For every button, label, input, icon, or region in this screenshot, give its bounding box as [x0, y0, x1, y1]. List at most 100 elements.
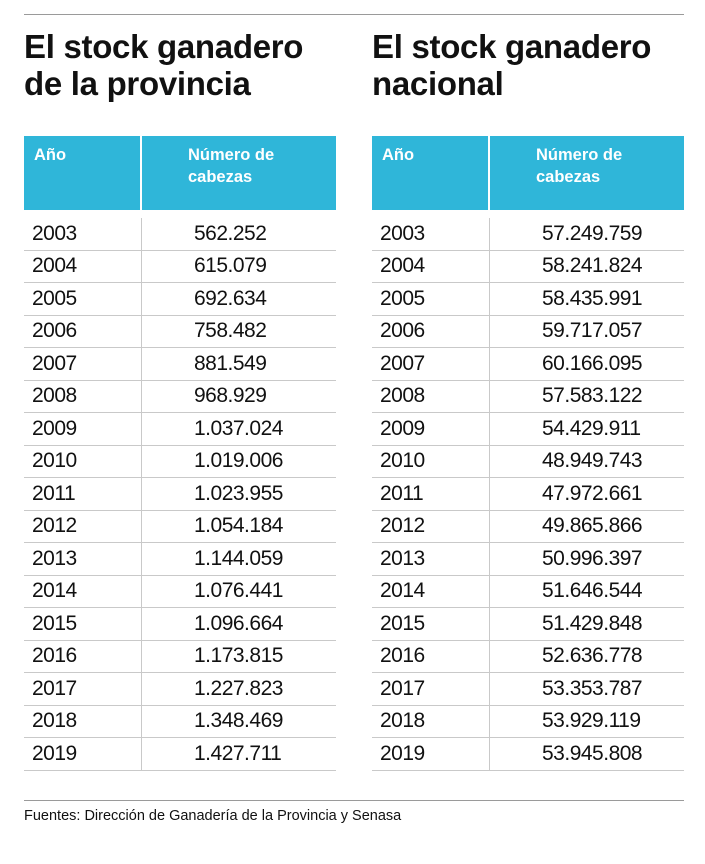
- province-year-cell: 2014: [24, 575, 142, 607]
- province-year-cell: 2005: [24, 283, 142, 315]
- province-count-cell: 1.348.469: [194, 709, 283, 733]
- national-year-cell: 2004: [372, 250, 490, 282]
- national-count-cell: 52.636.778: [542, 644, 643, 668]
- national-table-row: 2003 57.249.759: [372, 218, 684, 251]
- province-count-cell: 1.427.711: [194, 741, 282, 765]
- province-table-row: 2015 1.096.664: [24, 608, 336, 641]
- source-note: Fuentes: Dirección de Ganadería de la Pr…: [24, 808, 402, 824]
- province-year-cell: 2006: [24, 315, 142, 347]
- national-table-row: 2007 60.166.095: [372, 348, 684, 381]
- national-table-row: 2017 53.353.787: [372, 673, 684, 706]
- national-year-cell: 2010: [372, 445, 490, 477]
- province-count-cell: 1.144.059: [194, 546, 283, 570]
- national-title: El stock ganadero nacional: [372, 28, 652, 102]
- province-count-cell: 1.227.823: [194, 676, 283, 700]
- province-year-cell: 2009: [24, 413, 142, 445]
- national-table-row: 2013 50.996.397: [372, 543, 684, 576]
- province-year-cell: 2010: [24, 445, 142, 477]
- national-table-row: 2019 53.945.808: [372, 738, 684, 771]
- national-year-cell: 2012: [372, 510, 490, 542]
- bottom-divider: [24, 800, 684, 801]
- national-table-row: 2009 54.429.911: [372, 413, 684, 446]
- national-table-row: 2008 57.583.122: [372, 380, 684, 413]
- national-count-cell: 53.353.787: [542, 676, 643, 700]
- top-divider: [24, 14, 684, 15]
- national-table-row: 2005 58.435.991: [372, 283, 684, 316]
- province-count-cell: 1.096.664: [194, 611, 283, 635]
- national-year-cell: 2014: [372, 575, 490, 607]
- province-count-cell: 968.929: [194, 384, 267, 408]
- national-table-row: 2018 53.929.119: [372, 705, 684, 738]
- national-year-cell: 2003: [372, 218, 490, 250]
- province-count-cell: 1.076.441: [194, 579, 283, 603]
- national-count-cell: 58.241.824: [542, 254, 643, 278]
- national-year-cell: 2006: [372, 315, 490, 347]
- national-year-cell: 2008: [372, 380, 490, 412]
- province-table-row: 2003 562.252: [24, 218, 336, 251]
- province-title: El stock ganadero de la provincia: [24, 28, 304, 102]
- national-count-cell: 57.249.759: [542, 221, 643, 245]
- national-count-cell: 54.429.911: [542, 416, 641, 440]
- national-count-cell: 48.949.743: [542, 449, 643, 473]
- province-year-header: Año: [24, 136, 142, 210]
- province-table-row: 2017 1.227.823: [24, 673, 336, 706]
- province-year-cell: 2008: [24, 380, 142, 412]
- province-table-row: 2004 615.079: [24, 250, 336, 283]
- national-count-cell: 53.945.808: [542, 741, 643, 765]
- province-year-cell: 2013: [24, 543, 142, 575]
- national-year-header: Año: [372, 136, 490, 210]
- national-stock-table: El stock ganadero nacional Año Número de…: [372, 28, 684, 771]
- national-year-cell: 2017: [372, 673, 490, 705]
- province-year-cell: 2012: [24, 510, 142, 542]
- national-count-cell: 49.865.866: [542, 514, 643, 538]
- province-table-row: 2009 1.037.024: [24, 413, 336, 446]
- national-year-cell: 2016: [372, 640, 490, 672]
- national-table-row: 2015 51.429.848: [372, 608, 684, 641]
- province-year-cell: 2004: [24, 250, 142, 282]
- province-table-row: 2011 1.023.955: [24, 478, 336, 511]
- province-table-row: 2018 1.348.469: [24, 705, 336, 738]
- province-table-row: 2006 758.482: [24, 315, 336, 348]
- province-stock-table: El stock ganadero de la provincia Año Nú…: [24, 28, 336, 771]
- national-year-cell: 2013: [372, 543, 490, 575]
- province-year-cell: 2003: [24, 218, 142, 250]
- province-count-cell: 692.634: [194, 286, 267, 310]
- province-count-header: Número de cabezas: [188, 146, 275, 186]
- province-table-row: 2016 1.173.815: [24, 640, 336, 673]
- province-count-cell: 1.019.006: [194, 449, 283, 473]
- province-year-cell: 2011: [24, 478, 142, 510]
- national-table-row: 2004 58.241.824: [372, 250, 684, 283]
- national-table-row: 2010 48.949.743: [372, 445, 684, 478]
- national-count-cell: 60.166.095: [542, 351, 643, 375]
- province-count-cell: 758.482: [194, 319, 267, 343]
- national-year-cell: 2019: [372, 738, 490, 770]
- national-year-cell: 2009: [372, 413, 490, 445]
- province-table-row: 2010 1.019.006: [24, 445, 336, 478]
- province-year-cell: 2017: [24, 673, 142, 705]
- national-count-cell: 57.583.122: [542, 384, 643, 408]
- province-year-cell: 2016: [24, 640, 142, 672]
- province-count-cell: 881.549: [194, 351, 267, 375]
- national-table-header: Año Número de cabezas: [372, 136, 684, 210]
- province-table-body: 2003 562.252 2004 615.079 2005 692.634 2006 758…: [24, 218, 336, 771]
- national-table-row: 2006 59.717.057: [372, 315, 684, 348]
- national-table-row: 2014 51.646.544: [372, 575, 684, 608]
- national-year-cell: 2005: [372, 283, 490, 315]
- national-count-cell: 58.435.991: [542, 286, 643, 310]
- national-count-cell: 59.717.057: [542, 319, 643, 343]
- national-count-cell: 47.972.661: [542, 481, 643, 505]
- province-table-row: 2012 1.054.184: [24, 510, 336, 543]
- province-count-cell: 1.037.024: [194, 416, 283, 440]
- province-table-row: 2014 1.076.441: [24, 575, 336, 608]
- national-year-cell: 2015: [372, 608, 490, 640]
- province-count-cell: 1.023.955: [194, 481, 283, 505]
- province-year-cell: 2018: [24, 705, 142, 737]
- province-table-header: Año Número de cabezas: [24, 136, 336, 210]
- national-year-cell: 2018: [372, 705, 490, 737]
- national-table-body: 2003 57.249.759 2004 58.241.824 2005 58.435.9…: [372, 218, 684, 771]
- national-year-cell: 2007: [372, 348, 490, 380]
- province-table-row: 2005 692.634: [24, 283, 336, 316]
- national-table-row: 2016 52.636.778: [372, 640, 684, 673]
- province-year-cell: 2015: [24, 608, 142, 640]
- national-table-row: 2012 49.865.866: [372, 510, 684, 543]
